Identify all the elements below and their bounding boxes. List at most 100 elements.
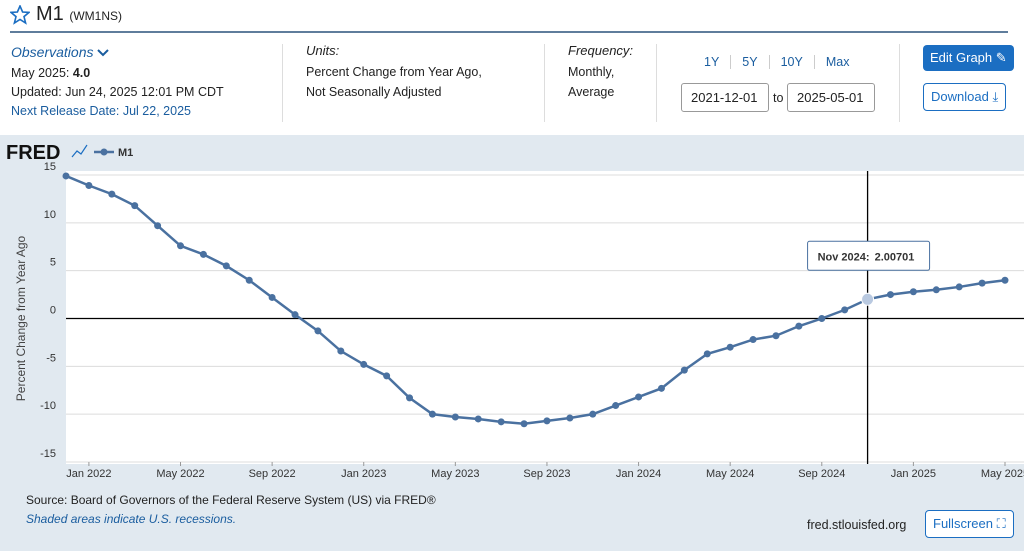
star-icon[interactable]: [10, 5, 30, 25]
y-tick-label: 5: [50, 257, 56, 269]
data-point: [795, 322, 803, 330]
latest-value: 4.0: [72, 66, 91, 80]
updated: Updated: Jun 24, 2025 12:01 PM CDT: [11, 85, 224, 99]
title: M1: [36, 3, 64, 25]
range-button[interactable]: 5Y: [731, 55, 770, 69]
series-id: (WM1NS): [69, 9, 123, 23]
data-point: [268, 293, 276, 301]
fullscreen-button[interactable]: Fullscreen ⛶: [925, 510, 1014, 538]
data-point: [657, 384, 665, 392]
data-point: [566, 414, 574, 422]
tooltip-value: 2.00701: [875, 251, 915, 263]
data-point: [955, 283, 963, 291]
y-tick-label: 15: [44, 161, 56, 173]
next-release[interactable]: Next Release Date: Jul 22, 2025: [11, 104, 191, 118]
data-point: [154, 222, 162, 230]
data-point: [85, 182, 93, 190]
x-tick-label: Jan 2022: [66, 468, 111, 480]
range-buttons: 1Y 5Y 10Y Max: [693, 55, 860, 69]
data-point: [680, 366, 688, 374]
series-line: [65, 174, 1006, 425]
label: Fullscreen: [933, 516, 993, 531]
data-point: [909, 288, 917, 296]
y-tick-label: 0: [50, 305, 56, 317]
x-tick-label: Jan 2023: [341, 468, 386, 480]
observations-toggle[interactable]: Observations: [11, 44, 110, 60]
recession-note: Shaded areas indicate U.S. recessions.: [26, 512, 237, 526]
data-point: [177, 242, 185, 250]
x-tick-label: Sep 2022: [249, 468, 296, 480]
tooltip-box: [807, 240, 931, 271]
data-point: [428, 410, 436, 418]
data-point: [543, 417, 551, 425]
start-date-input[interactable]: 2021-12-01: [681, 83, 769, 112]
end-date-input[interactable]: 2025-05-01: [787, 83, 875, 112]
chevron: [97, 49, 110, 57]
plot-area: [66, 171, 1024, 464]
tooltip-label: Nov 2024:: [818, 251, 870, 263]
edit-graph-button[interactable]: Edit Graph ✎: [923, 45, 1014, 71]
x-tick-label: May 2023: [431, 468, 479, 480]
y-tick-label: -15: [40, 448, 56, 460]
range-button[interactable]: 1Y: [693, 55, 732, 69]
series-title: M1 (WM1NS): [36, 3, 122, 26]
brand-logo: FRED: [6, 142, 60, 164]
data-point: [703, 350, 711, 358]
latest: May 2025: 4.0: [11, 66, 90, 80]
data-point: [360, 360, 368, 368]
x-tick-label: Jan 2024: [616, 468, 661, 480]
data-point: [886, 291, 894, 299]
separator: [656, 44, 657, 122]
data-point: [474, 415, 482, 423]
units-line: Percent Change from Year Ago,: [306, 65, 482, 79]
y-tick-label: -10: [40, 400, 56, 412]
x-tick-label: May 2022: [156, 468, 204, 480]
data-point: [406, 394, 414, 402]
data-point: [589, 410, 597, 418]
data-point: [314, 327, 322, 335]
label: Download: [931, 89, 989, 104]
data-point: [1001, 276, 1009, 284]
latest-label: May 2025:: [11, 66, 70, 80]
data-point: [818, 315, 826, 322]
x-tick-label: Sep 2023: [523, 468, 570, 480]
x-tick-label: Jan 2025: [891, 468, 936, 480]
units-line: Not Seasonally Adjusted: [306, 85, 442, 99]
frequency-line: Monthly,: [568, 65, 615, 79]
data-point: [222, 262, 230, 270]
data-point: [451, 413, 459, 421]
data-point: [245, 276, 253, 284]
y-tick-label: 10: [44, 209, 56, 221]
y-axis-title: Percent Change from Year Ago: [14, 235, 28, 401]
data-point: [978, 279, 986, 287]
hover-point: [861, 292, 875, 306]
data-point: [772, 332, 780, 340]
data-point: [749, 336, 757, 344]
site[interactable]: fred.stlouisfed.org: [807, 518, 907, 532]
chart-icon: [71, 144, 88, 158]
frequency-label: Frequency:: [568, 43, 634, 58]
data-point: [62, 172, 70, 180]
x-tick-label: May 2024: [706, 468, 754, 480]
x-tick-label: Sep 2024: [798, 468, 845, 480]
frequency-line: Average: [568, 85, 615, 99]
data-point: [726, 343, 734, 351]
separator: [544, 44, 545, 122]
data-point: [108, 190, 116, 198]
data-point: [383, 372, 391, 380]
label: Edit Graph: [930, 50, 993, 65]
range-button[interactable]: Max: [825, 55, 850, 69]
x-tick-label: May 2025: [981, 468, 1024, 480]
chart: FRED M1 -15 -10 -5 0 5 10 15 Jan 2022 May 2022 Sep …: [6, 142, 1024, 480]
legend-label: M1: [118, 147, 133, 159]
data-point: [635, 393, 643, 401]
separator: [282, 44, 283, 122]
divider: [10, 31, 1008, 33]
data-point: [131, 202, 139, 210]
data-point: [291, 311, 299, 319]
download-button[interactable]: Download ⤓: [923, 83, 1007, 111]
to-label: to: [773, 91, 784, 105]
range-button[interactable]: 10Y: [770, 55, 815, 69]
separator: [899, 44, 900, 122]
